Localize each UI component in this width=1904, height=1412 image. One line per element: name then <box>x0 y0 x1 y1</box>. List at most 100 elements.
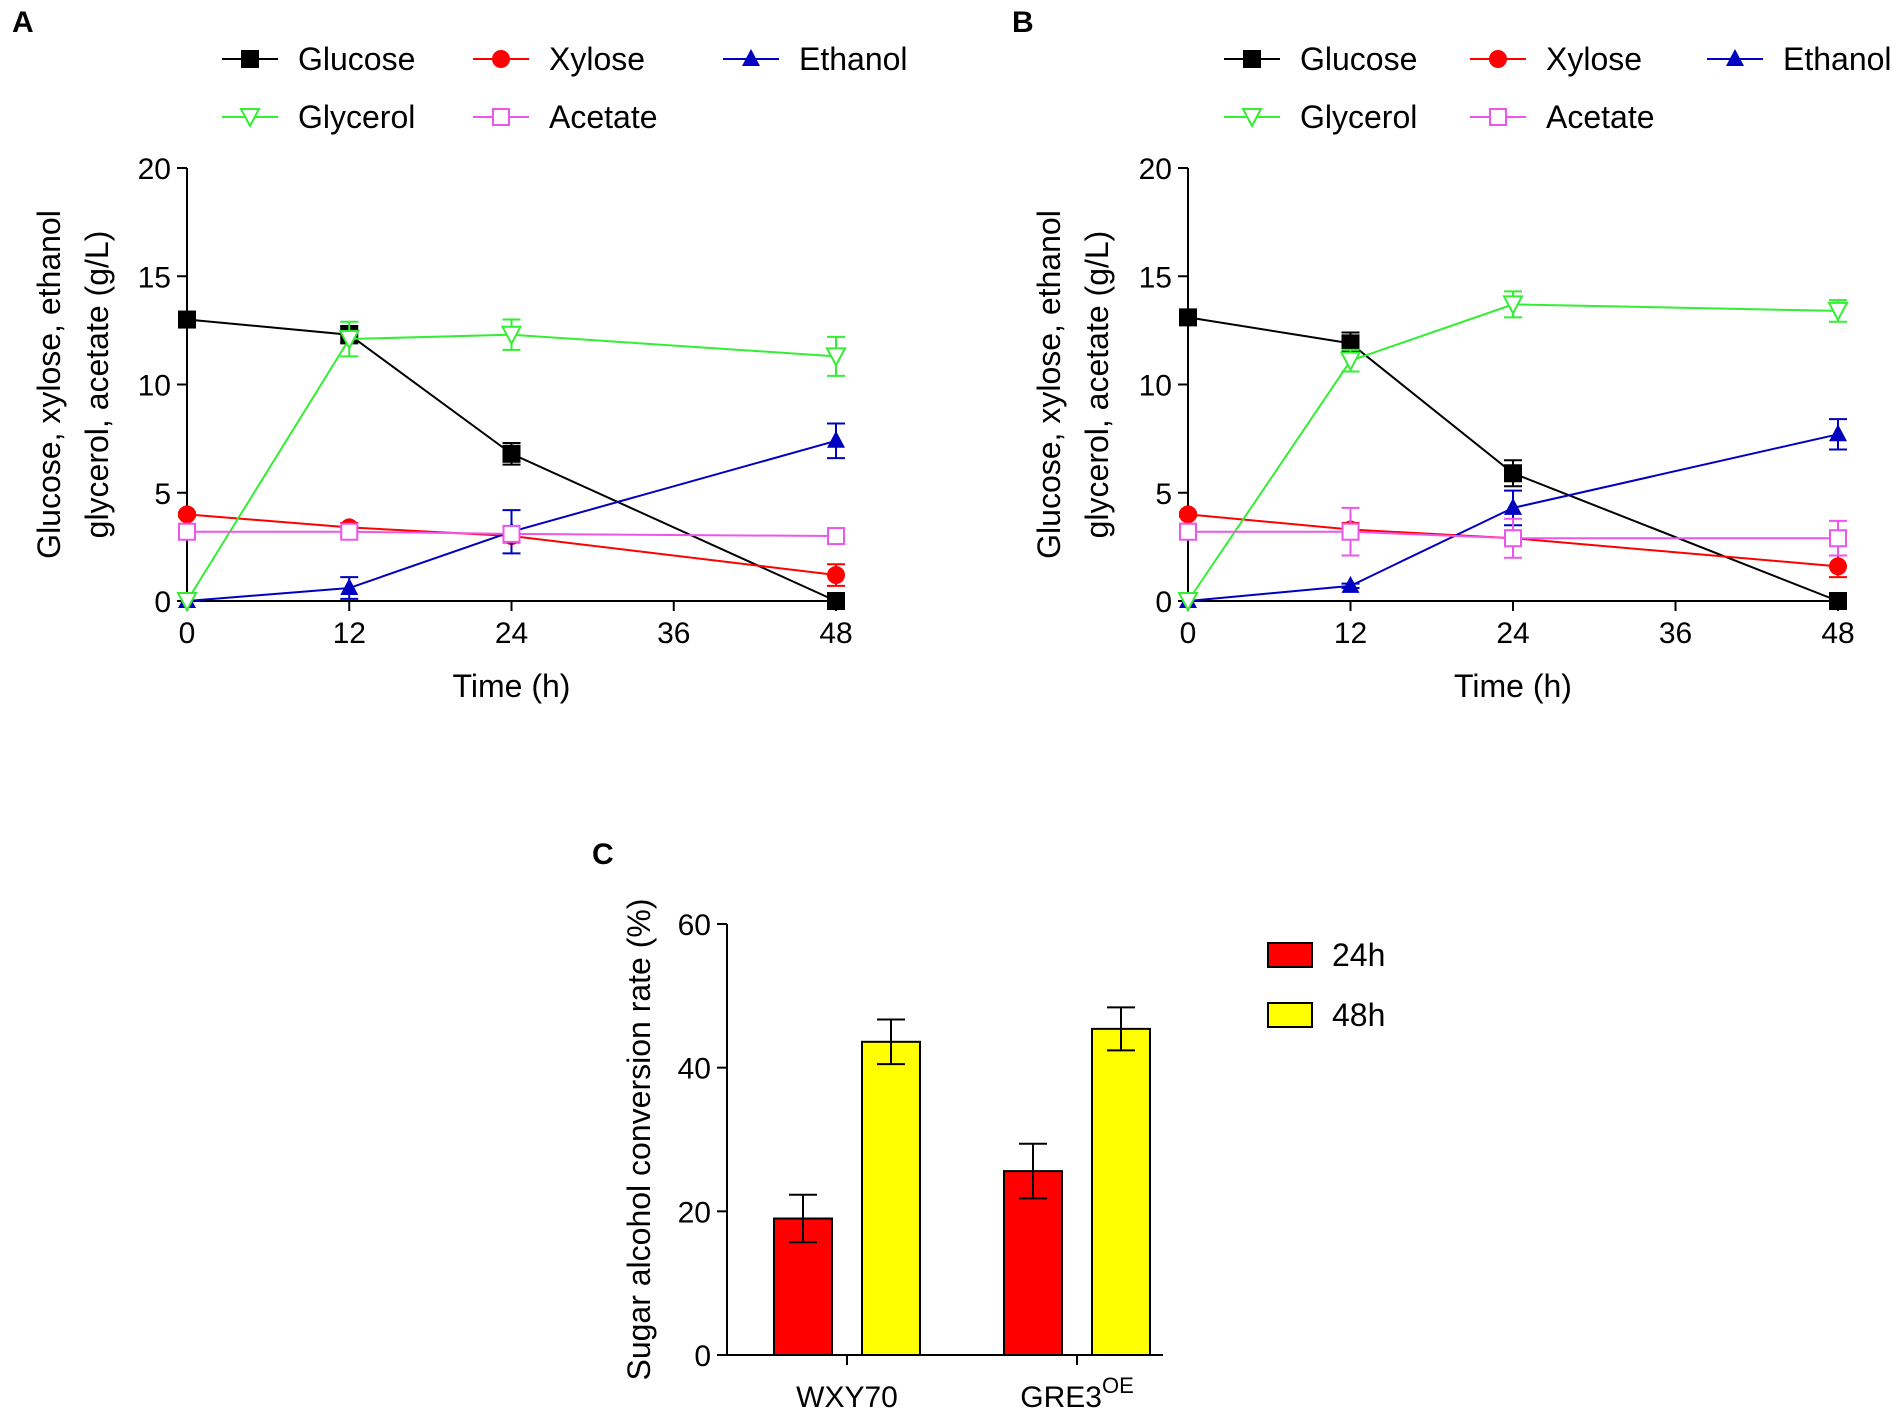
data-point-xylose <box>1179 505 1197 524</box>
legend-marker-glucose <box>1243 50 1261 68</box>
series-line-glucose <box>1187 316 1839 602</box>
panel-label: A <box>12 6 34 39</box>
y-axis-title: glycerol, acetate (g/L) <box>1079 231 1115 539</box>
data-point-xylose <box>1829 557 1847 576</box>
series-acetate <box>1179 506 1847 559</box>
panel-label: C <box>592 838 614 871</box>
series-line-acetate <box>187 530 837 538</box>
x-tick-label: 36 <box>1659 617 1692 650</box>
x-tick-label: 48 <box>1821 617 1854 650</box>
y-axis-title: Glucose, xylose, ethanol <box>31 210 67 559</box>
legend-label: 24h <box>1332 937 1385 973</box>
legend-label: 48h <box>1332 997 1385 1033</box>
legend-label: Glycerol <box>1300 99 1417 135</box>
legend-marker-xylose <box>492 50 510 68</box>
legend-label: Acetate <box>1546 99 1655 135</box>
y-tick-label: 5 <box>154 478 171 511</box>
legend-marker-acetate <box>492 108 510 126</box>
y-tick-label: 15 <box>138 261 171 294</box>
data-point-glycerol <box>500 325 523 346</box>
x-tick-label: 0 <box>1180 617 1197 650</box>
y-tick-label: 10 <box>1139 370 1172 403</box>
y-tick-label: 0 <box>694 1340 711 1373</box>
x-axis-title: Time (h) <box>1454 668 1572 704</box>
legend: Glucose Xylose Ethanol Glycerol Acetate <box>1224 41 1892 135</box>
x-tick-label: GRE3OE <box>1020 1373 1134 1412</box>
data-point-glucose <box>178 310 196 329</box>
x-tick-label: WXY70 <box>796 1381 898 1412</box>
data-point-ethanol <box>1829 424 1847 442</box>
data-point-glycerol <box>1502 295 1524 316</box>
series-line-ethanol <box>186 439 837 602</box>
data-point-xylose <box>827 566 845 585</box>
data-point-xylose <box>178 505 196 524</box>
series-line-glucose <box>186 318 837 602</box>
data-point-acetate <box>502 524 521 543</box>
legend-swatch-48h <box>1267 1002 1313 1028</box>
data-point-glucose <box>1829 592 1847 610</box>
series-glycerol <box>1177 290 1849 613</box>
legend-marker-glucose <box>241 50 259 68</box>
legend-marker-ethanol <box>1726 49 1744 66</box>
legend-label: Xylose <box>1546 41 1642 77</box>
legend: Glucose Xylose Ethanol Glycerol Acetate <box>222 41 908 135</box>
bar-24h <box>1003 1170 1063 1357</box>
data-point-acetate <box>1829 529 1847 548</box>
y-tick-label: 15 <box>1139 261 1172 294</box>
x-tick-label: 24 <box>495 617 528 650</box>
data-point-ethanol <box>340 578 359 596</box>
legend-marker-acetate <box>1489 108 1507 126</box>
data-point-glycerol <box>825 347 847 368</box>
series-glycerol <box>176 318 847 613</box>
series-line-ethanol <box>1187 433 1839 602</box>
data-point-acetate <box>340 522 359 541</box>
data-point-ethanol <box>827 430 845 448</box>
bar-48h <box>861 1040 921 1356</box>
legend-swatch-24h <box>1267 942 1313 968</box>
data-point-glycerol <box>176 592 198 613</box>
data-point-acetate <box>1504 529 1522 548</box>
y-tick-label: 20 <box>1139 153 1172 186</box>
x-tick-label: 12 <box>333 617 366 650</box>
y-tick-label: 0 <box>1155 586 1172 619</box>
data-point-glycerol <box>1827 301 1849 323</box>
y-tick-label: 0 <box>154 586 171 619</box>
series-glucose <box>1179 308 1847 610</box>
x-axis-title: Time (h) <box>453 668 571 704</box>
legend-marker-glycerol <box>1241 108 1263 129</box>
category-name: WXY70 <box>796 1381 898 1412</box>
panel-label: B <box>1012 6 1034 39</box>
data-point-glucose <box>502 444 521 463</box>
legend-label: Glycerol <box>298 99 415 135</box>
series-line-glycerol <box>1187 303 1839 602</box>
x-tick-label: 12 <box>1334 617 1367 650</box>
legend-label: Xylose <box>549 41 645 77</box>
series-line-xylose <box>186 513 837 577</box>
data-point-glucose <box>1179 308 1197 327</box>
data-point-acetate <box>1179 522 1197 541</box>
series-glucose <box>178 310 845 610</box>
x-tick-label: 0 <box>179 617 196 650</box>
legend-label: Glucose <box>298 41 415 77</box>
data-point-acetate <box>178 522 196 541</box>
y-axis-title: glycerol, acetate (g/L) <box>79 231 115 539</box>
data-point-acetate <box>827 527 845 546</box>
legend-label: Glucose <box>1300 41 1417 77</box>
legend-label: Acetate <box>549 99 658 135</box>
data-point-ethanol <box>1341 575 1360 593</box>
data-point-glycerol <box>1339 351 1362 372</box>
series-acetate <box>178 522 845 546</box>
legend-label: Ethanol <box>1783 41 1892 77</box>
x-tick-label: 24 <box>1496 617 1529 650</box>
panel-c: C 0 20 40 60 Sugar alcohol conversion rate (%… <box>592 838 1385 1412</box>
category-superscript: OE <box>1102 1373 1134 1398</box>
y-tick-label: 20 <box>678 1196 711 1229</box>
category-name: GRE3 <box>1020 1381 1102 1412</box>
x-tick-label: 36 <box>657 617 690 650</box>
x-tick-label: 48 <box>819 617 852 650</box>
panel-b: B 0 12 24 36 48 0 5 10 15 20 Time (h) Glucose, xylos… <box>1012 6 1892 704</box>
y-tick-label: 40 <box>678 1053 711 1086</box>
bar-48h <box>1091 1027 1151 1357</box>
series-line-xylose <box>1187 513 1839 568</box>
